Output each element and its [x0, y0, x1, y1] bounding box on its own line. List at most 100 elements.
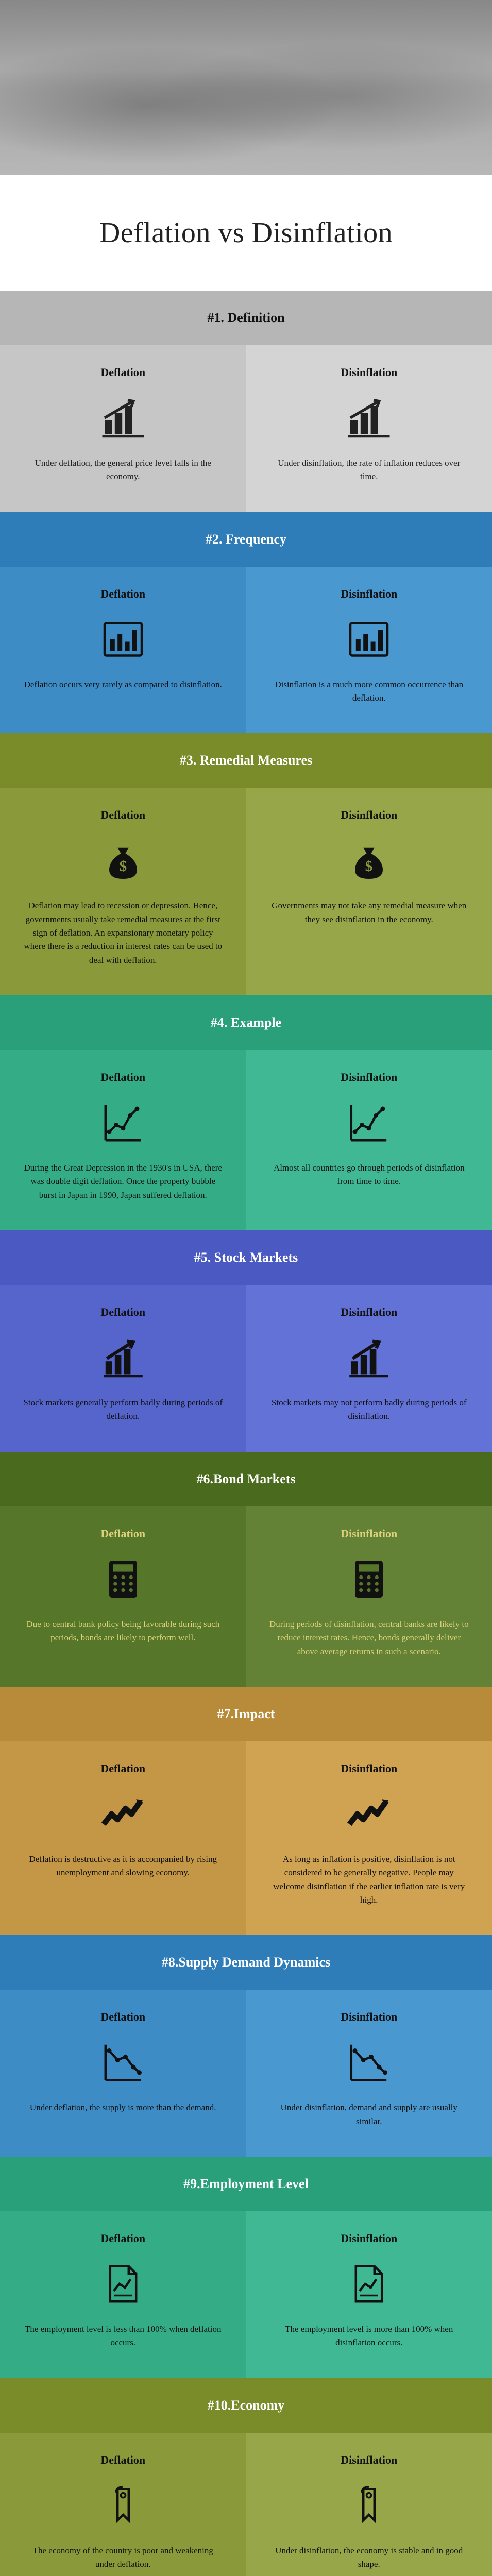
col-title-left: Deflation — [23, 808, 223, 822]
col-desc-right: Stock markets may not perform badly duri… — [269, 1396, 469, 1423]
section-header: #8.Supply Demand Dynamics — [0, 1935, 492, 1990]
deflation-col: Deflation Stock markets generally perfor… — [0, 1285, 246, 1452]
bars-box-icon — [269, 616, 469, 663]
disinflation-col: Disinflation Almost all countries go thr… — [246, 1050, 492, 1230]
deflation-col: Deflation During the Great Depression in… — [0, 1050, 246, 1230]
comparison-row: Deflation Under deflation, the general p… — [0, 345, 492, 512]
title-block: Deflation vs Disinflation — [0, 175, 492, 291]
comparison-row: Deflation Deflation occurs very rarely a… — [0, 567, 492, 734]
money-bag-icon — [269, 837, 469, 884]
line-up-icon — [269, 1099, 469, 1146]
section-4: #4. Example Deflation During the Great D… — [0, 995, 492, 1230]
disinflation-col: Disinflation Governments may not take an… — [246, 788, 492, 995]
col-desc-right: Disinflation is a much more common occur… — [269, 678, 469, 705]
section-header: #7.Impact — [0, 1687, 492, 1741]
zigzag-up-icon — [23, 1791, 223, 1837]
main-title: Deflation vs Disinflation — [21, 216, 471, 249]
col-desc-right: Almost all countries go through periods … — [269, 1161, 469, 1189]
comparison-row: Deflation Under deflation, the supply is… — [0, 1990, 492, 2157]
deflation-col: Deflation Deflation may lead to recessio… — [0, 788, 246, 995]
col-desc-right: Under disinflation, the rate of inflatio… — [269, 456, 469, 484]
comparison-row: Deflation Deflation may lead to recessio… — [0, 788, 492, 995]
col-desc-left: During the Great Depression in the 1930'… — [23, 1161, 223, 1202]
col-title-right: Disinflation — [269, 1527, 469, 1540]
col-title-left: Deflation — [23, 1527, 223, 1540]
disinflation-col: Disinflation Under disinflation, the eco… — [246, 2433, 492, 2576]
col-desc-left: Stock markets generally perform badly du… — [23, 1396, 223, 1423]
col-title-right: Disinflation — [269, 1762, 469, 1775]
line-up-icon — [23, 1099, 223, 1146]
col-title-right: Disinflation — [269, 808, 469, 822]
comparison-row: Deflation During the Great Depression in… — [0, 1050, 492, 1230]
bars-up-icon — [269, 395, 469, 441]
col-desc-right: Under disinflation, demand and supply ar… — [269, 2101, 469, 2128]
comparison-row: Deflation Stock markets generally perfor… — [0, 1285, 492, 1452]
disinflation-col: Disinflation The employment level is mor… — [246, 2211, 492, 2378]
col-title-left: Deflation — [23, 587, 223, 601]
section-header: #2. Frequency — [0, 512, 492, 567]
line-down-icon — [23, 2039, 223, 2086]
col-desc-right: The employment level is more than 100% w… — [269, 2323, 469, 2350]
bars-arrow-icon — [23, 1334, 223, 1381]
section-header: #6.Bond Markets — [0, 1452, 492, 1506]
deflation-col: Deflation Deflation occurs very rarely a… — [0, 567, 246, 734]
disinflation-col: Disinflation Disinflation is a much more… — [246, 567, 492, 734]
col-desc-left: The employment level is less than 100% w… — [23, 2323, 223, 2350]
col-title-left: Deflation — [23, 1306, 223, 1319]
infographic-page: Deflation vs Disinflation #1. Definition… — [0, 0, 492, 2576]
calculator-icon — [269, 1556, 469, 1602]
deflation-col: Deflation Due to central bank policy bei… — [0, 1506, 246, 1687]
section-2: #2. Frequency Deflation Deflation occurs… — [0, 512, 492, 734]
section-6: #6.Bond Markets Deflation Due to central… — [0, 1452, 492, 1687]
bars-box-icon — [23, 616, 223, 663]
disinflation-col: Disinflation Under disinflation, the rat… — [246, 345, 492, 512]
section-header: #10.Economy — [0, 2378, 492, 2433]
col-title-left: Deflation — [23, 366, 223, 379]
bars-arrow-icon — [269, 1334, 469, 1381]
col-title-left: Deflation — [23, 2232, 223, 2245]
col-title-left: Deflation — [23, 1071, 223, 1084]
deflation-col: Deflation The employment level is less t… — [0, 2211, 246, 2378]
col-title-right: Disinflation — [269, 366, 469, 379]
section-3: #3. Remedial Measures Deflation Deflatio… — [0, 733, 492, 995]
deflation-col: Deflation Under deflation, the general p… — [0, 345, 246, 512]
col-desc-left: The economy of the country is poor and w… — [23, 2544, 223, 2571]
col-desc-left: Under deflation, the supply is more than… — [23, 2101, 223, 2114]
section-header: #1. Definition — [0, 291, 492, 345]
col-title-left: Deflation — [23, 1762, 223, 1775]
col-desc-left: Due to central bank policy being favorab… — [23, 1618, 223, 1645]
section-5: #5. Stock Markets Deflation Stock market… — [0, 1230, 492, 1452]
section-7: #7.Impact Deflation Deflation is destruc… — [0, 1687, 492, 1935]
section-9: #9.Employment Level Deflation The employ… — [0, 2157, 492, 2378]
comparison-row: Deflation The economy of the country is … — [0, 2433, 492, 2576]
col-title-right: Disinflation — [269, 1071, 469, 1084]
hero-image — [0, 0, 492, 175]
disinflation-col: Disinflation As long as inflation is pos… — [246, 1741, 492, 1935]
col-title-left: Deflation — [23, 2010, 223, 2024]
col-desc-left: Deflation occurs very rarely as compared… — [23, 678, 223, 691]
money-bag-icon — [23, 837, 223, 884]
calculator-icon — [23, 1556, 223, 1602]
col-desc-right: Under disinflation, the economy is stabl… — [269, 2544, 469, 2571]
col-title-left: Deflation — [23, 2453, 223, 2467]
col-desc-left: Under deflation, the general price level… — [23, 456, 223, 484]
disinflation-col: Disinflation Under disinflation, demand … — [246, 1990, 492, 2157]
col-title-right: Disinflation — [269, 587, 469, 601]
col-title-right: Disinflation — [269, 2232, 469, 2245]
disinflation-col: Disinflation During periods of disinflat… — [246, 1506, 492, 1687]
disinflation-col: Disinflation Stock markets may not perfo… — [246, 1285, 492, 1452]
comparison-row: Deflation Due to central bank policy bei… — [0, 1506, 492, 1687]
doc-chart-icon — [23, 2261, 223, 2307]
section-header: #9.Employment Level — [0, 2157, 492, 2211]
comparison-row: Deflation Deflation is destructive as it… — [0, 1741, 492, 1935]
col-title-right: Disinflation — [269, 2453, 469, 2467]
section-header: #5. Stock Markets — [0, 1230, 492, 1285]
section-1: #1. Definition Deflation Under deflation… — [0, 291, 492, 512]
line-down-icon — [269, 2039, 469, 2086]
zigzag-up-icon — [269, 1791, 469, 1837]
deflation-col: Deflation The economy of the country is … — [0, 2433, 246, 2576]
deflation-col: Deflation Deflation is destructive as it… — [0, 1741, 246, 1935]
col-title-right: Disinflation — [269, 2010, 469, 2024]
col-desc-right: Governments may not take any remedial me… — [269, 899, 469, 926]
section-header: #3. Remedial Measures — [0, 733, 492, 788]
